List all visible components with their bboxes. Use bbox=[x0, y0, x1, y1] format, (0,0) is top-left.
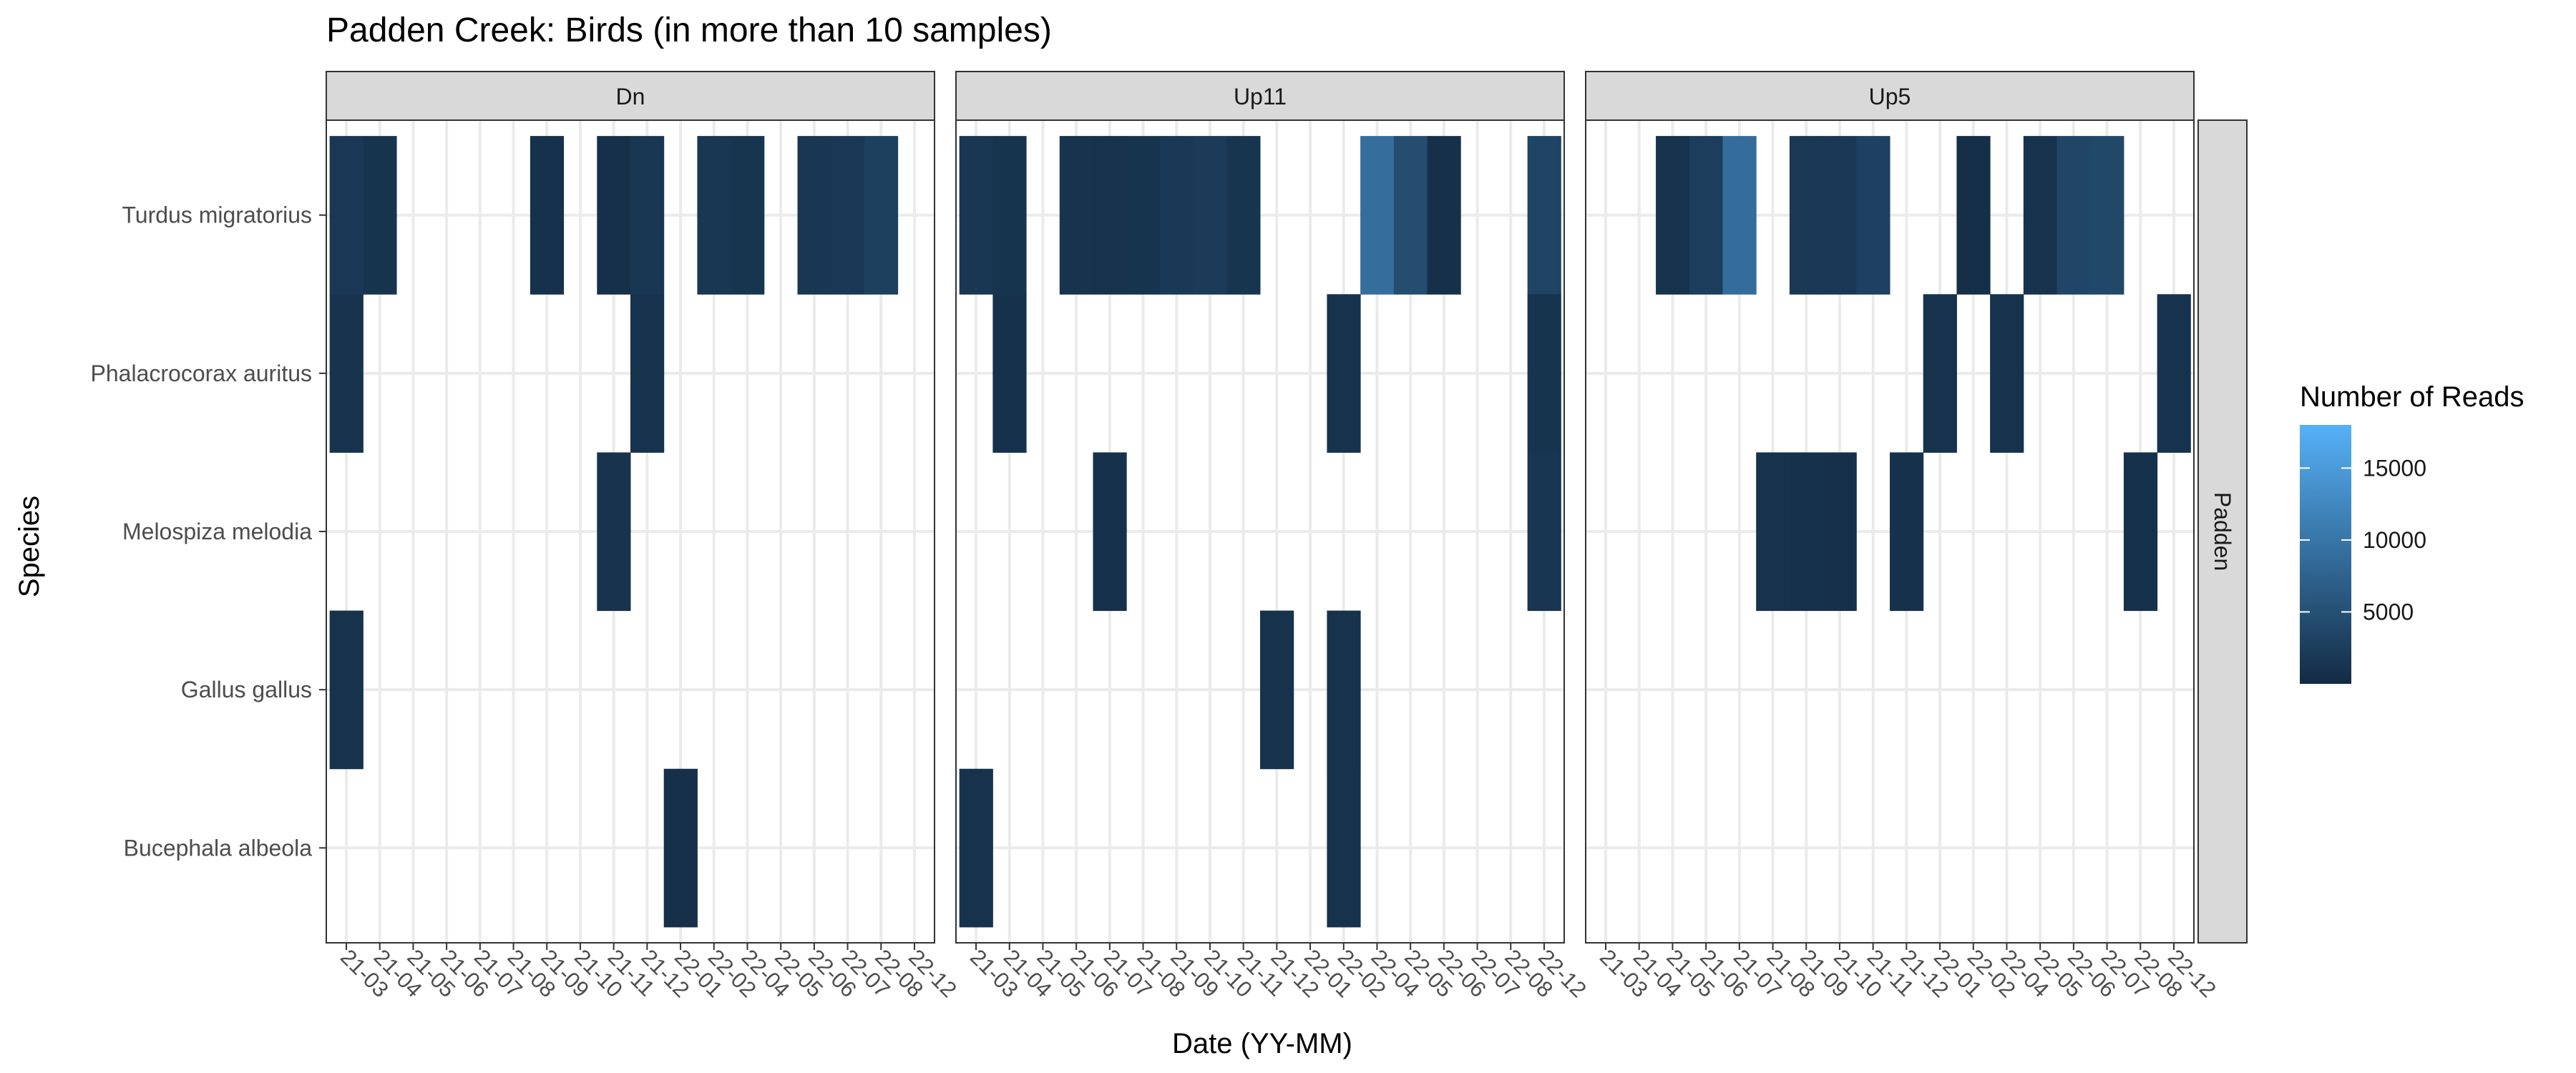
chart-title: Padden Creek: Birds (in more than 10 sam… bbox=[326, 11, 1052, 49]
heatmap-cell bbox=[1789, 452, 1824, 612]
heatmap-cell bbox=[1527, 294, 1561, 453]
legend-tick-label: 15000 bbox=[2363, 455, 2426, 481]
heatmap-cell bbox=[329, 610, 364, 770]
heatmap-cell bbox=[1823, 136, 1857, 295]
heatmap-cell bbox=[831, 136, 865, 295]
heatmap-cell bbox=[697, 136, 731, 295]
heatmap-cell bbox=[2090, 136, 2124, 295]
heatmap-cell bbox=[731, 136, 765, 295]
heatmap-cell bbox=[530, 136, 565, 295]
heatmap-cell bbox=[630, 294, 665, 453]
heatmap-cell bbox=[1360, 136, 1395, 295]
facet-strip-label: Up5 bbox=[1869, 84, 1911, 109]
heatmap-cell bbox=[329, 294, 364, 453]
heatmap-cell bbox=[2023, 136, 2058, 295]
heatmap-cell bbox=[1327, 768, 1361, 928]
heatmap-cell bbox=[1823, 452, 1857, 612]
y-axis-title: Species bbox=[14, 496, 45, 597]
x-axis-title: Date (YY-MM) bbox=[1172, 1028, 1352, 1059]
y-tick-label: Bucephala albeola bbox=[124, 835, 313, 861]
heatmap-cell bbox=[1890, 452, 1924, 612]
heatmap-cell bbox=[1923, 294, 1957, 453]
heatmap-cell bbox=[2157, 294, 2191, 453]
heatmap-cell bbox=[1990, 294, 2024, 453]
facet-strip bbox=[955, 71, 1565, 121]
heatmap-cell bbox=[1527, 136, 1561, 295]
facet-panels: Dn Up11 Up5 Padden bbox=[326, 71, 2248, 944]
y-tick-label: Melospiza melodia bbox=[122, 519, 312, 544]
facet-panel-up5: Up5 bbox=[1585, 71, 2195, 944]
heatmap-cell bbox=[1226, 136, 1261, 295]
heatmap-cell bbox=[2057, 136, 2091, 295]
heatmap-cell bbox=[1093, 452, 1127, 612]
heatmap-cell bbox=[959, 768, 993, 928]
heatmap-cell bbox=[329, 136, 364, 295]
heatmap-cell bbox=[363, 136, 397, 295]
row-strip-label: Padden bbox=[2210, 492, 2235, 571]
facet-strip bbox=[326, 71, 935, 121]
heatmap-cell bbox=[992, 136, 1027, 295]
heatmap-cell bbox=[2123, 452, 2158, 612]
heatmap-cell bbox=[1689, 136, 1723, 295]
heatmap-cell bbox=[1059, 136, 1093, 295]
heatmap-cell bbox=[597, 136, 631, 295]
heatmap-cell bbox=[1956, 136, 1991, 295]
y-tick-label: Turdus migratorius bbox=[122, 202, 312, 228]
heatmap-cell bbox=[1527, 452, 1561, 612]
heatmap-cell bbox=[1393, 136, 1428, 295]
heatmap-cell bbox=[1789, 136, 1824, 295]
heatmap-cell bbox=[1327, 610, 1361, 770]
facet-strip bbox=[1585, 71, 2195, 121]
y-tick-label: Phalacrocorax auritus bbox=[91, 361, 312, 386]
facet-panel-dn: Dn bbox=[326, 71, 935, 944]
heatmap-cell bbox=[1427, 136, 1461, 295]
color-legend: Number of Reads 5000 10000 15000 bbox=[2300, 381, 2524, 684]
legend-tick-label: 5000 bbox=[2363, 599, 2414, 624]
heatmap-cell bbox=[864, 136, 899, 295]
heatmap-cell bbox=[630, 136, 665, 295]
facet-strip-label: Dn bbox=[616, 84, 645, 109]
heatmap-cell bbox=[1260, 610, 1294, 770]
heatmap-cell bbox=[1093, 136, 1127, 295]
heatmap-cell bbox=[1193, 136, 1227, 295]
heatmap-cell bbox=[1126, 136, 1161, 295]
facet-panel-up11: Up11 bbox=[955, 71, 1565, 944]
heatmap-cell bbox=[1656, 136, 1690, 295]
row-facet-strip: Padden bbox=[2197, 119, 2248, 944]
heatmap-cell bbox=[663, 768, 698, 928]
heatmap-cell bbox=[797, 136, 831, 295]
heatmap-cell bbox=[1756, 452, 1790, 612]
heatmap-cell bbox=[1159, 136, 1194, 295]
heatmap-cell bbox=[597, 452, 631, 612]
y-tick-label: Gallus gallus bbox=[181, 677, 312, 702]
row-strip-background bbox=[2197, 119, 2248, 944]
legend-tick-label: 10000 bbox=[2363, 527, 2426, 553]
heatmap-cell bbox=[1856, 136, 1890, 295]
legend-title: Number of Reads bbox=[2300, 381, 2524, 413]
heatmap-cell bbox=[959, 136, 993, 295]
heatmap-cell bbox=[1327, 294, 1361, 453]
legend-color-bar bbox=[2300, 425, 2351, 684]
heatmap-cell bbox=[1722, 136, 1757, 295]
heatmap-cell bbox=[992, 294, 1027, 453]
facet-strip-label: Up11 bbox=[1234, 84, 1287, 109]
